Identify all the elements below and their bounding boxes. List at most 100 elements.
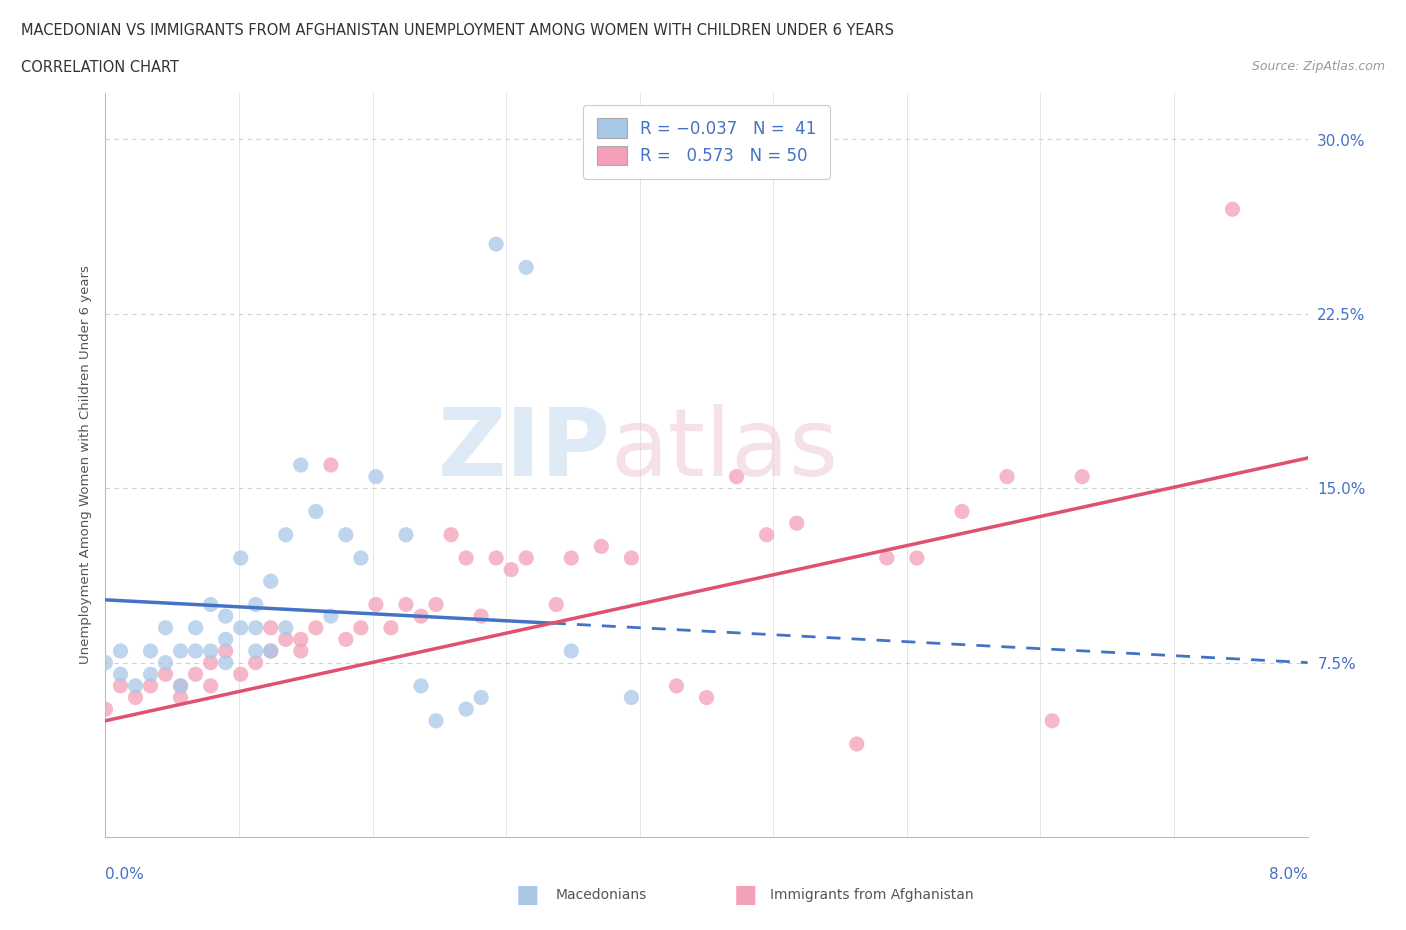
Point — [214, 632, 236, 647]
Point — [214, 609, 236, 624]
Point — [454, 702, 477, 717]
Point — [409, 609, 432, 624]
Point — [319, 609, 342, 624]
Point — [725, 470, 748, 485]
Point — [305, 620, 328, 635]
Point — [350, 620, 373, 635]
Point — [950, 504, 973, 519]
Point — [364, 470, 387, 485]
Point — [169, 690, 191, 705]
Point — [184, 620, 207, 635]
Point — [425, 597, 447, 612]
Point — [395, 527, 418, 542]
Point — [245, 620, 267, 635]
Point — [110, 667, 132, 682]
Point — [200, 597, 222, 612]
Point — [260, 644, 283, 658]
Point — [274, 527, 297, 542]
Point — [591, 539, 613, 554]
Point — [546, 597, 568, 612]
Point — [110, 679, 132, 694]
Point — [350, 551, 373, 565]
Text: ZIP: ZIP — [437, 405, 610, 496]
Point — [305, 504, 328, 519]
Point — [335, 527, 357, 542]
Point — [1040, 713, 1063, 728]
Point — [876, 551, 898, 565]
Point — [290, 644, 312, 658]
Point — [1071, 470, 1094, 485]
Text: ■: ■ — [516, 883, 538, 907]
Point — [229, 551, 252, 565]
Point — [620, 690, 643, 705]
Point — [155, 620, 177, 635]
Point — [200, 644, 222, 658]
Point — [995, 470, 1018, 485]
Point — [200, 679, 222, 694]
Point — [184, 644, 207, 658]
Text: ■: ■ — [734, 883, 756, 907]
Point — [409, 679, 432, 694]
Point — [260, 644, 283, 658]
Point — [260, 574, 283, 589]
Point — [440, 527, 463, 542]
Point — [200, 656, 222, 671]
Point — [214, 656, 236, 671]
Point — [245, 644, 267, 658]
Legend: R = −0.037   N =  41, R =   0.573   N = 50: R = −0.037 N = 41, R = 0.573 N = 50 — [583, 105, 830, 179]
Text: atlas: atlas — [610, 405, 838, 496]
Point — [335, 632, 357, 647]
Point — [665, 679, 688, 694]
Point — [696, 690, 718, 705]
Point — [560, 551, 582, 565]
Point — [786, 516, 808, 531]
Text: Immigrants from Afghanistan: Immigrants from Afghanistan — [770, 887, 974, 902]
Point — [485, 551, 508, 565]
Point — [229, 620, 252, 635]
Point — [245, 656, 267, 671]
Point — [364, 597, 387, 612]
Point — [380, 620, 402, 635]
Point — [245, 597, 267, 612]
Point — [485, 237, 508, 252]
Point — [501, 562, 523, 577]
Point — [395, 597, 418, 612]
Point — [274, 632, 297, 647]
Point — [124, 690, 146, 705]
Point — [515, 260, 537, 275]
Text: MACEDONIAN VS IMMIGRANTS FROM AFGHANISTAN UNEMPLOYMENT AMONG WOMEN WITH CHILDREN: MACEDONIAN VS IMMIGRANTS FROM AFGHANISTA… — [21, 23, 894, 38]
Point — [94, 656, 117, 671]
Point — [139, 644, 162, 658]
Point — [229, 667, 252, 682]
Point — [425, 713, 447, 728]
Point — [155, 656, 177, 671]
Text: Macedonians: Macedonians — [555, 887, 647, 902]
Point — [319, 458, 342, 472]
Point — [905, 551, 928, 565]
Text: 8.0%: 8.0% — [1268, 867, 1308, 882]
Point — [290, 632, 312, 647]
Point — [620, 551, 643, 565]
Point — [290, 458, 312, 472]
Point — [169, 679, 191, 694]
Text: Source: ZipAtlas.com: Source: ZipAtlas.com — [1251, 60, 1385, 73]
Point — [470, 690, 492, 705]
Point — [169, 644, 191, 658]
Point — [560, 644, 582, 658]
Point — [515, 551, 537, 565]
Point — [214, 644, 236, 658]
Point — [1222, 202, 1244, 217]
Point — [470, 609, 492, 624]
Point — [845, 737, 868, 751]
Point — [260, 620, 283, 635]
Point — [274, 620, 297, 635]
Point — [755, 527, 778, 542]
Point — [124, 679, 146, 694]
Text: CORRELATION CHART: CORRELATION CHART — [21, 60, 179, 75]
Point — [94, 702, 117, 717]
Point — [169, 679, 191, 694]
Text: 0.0%: 0.0% — [105, 867, 145, 882]
Point — [110, 644, 132, 658]
Point — [155, 667, 177, 682]
Point — [139, 679, 162, 694]
